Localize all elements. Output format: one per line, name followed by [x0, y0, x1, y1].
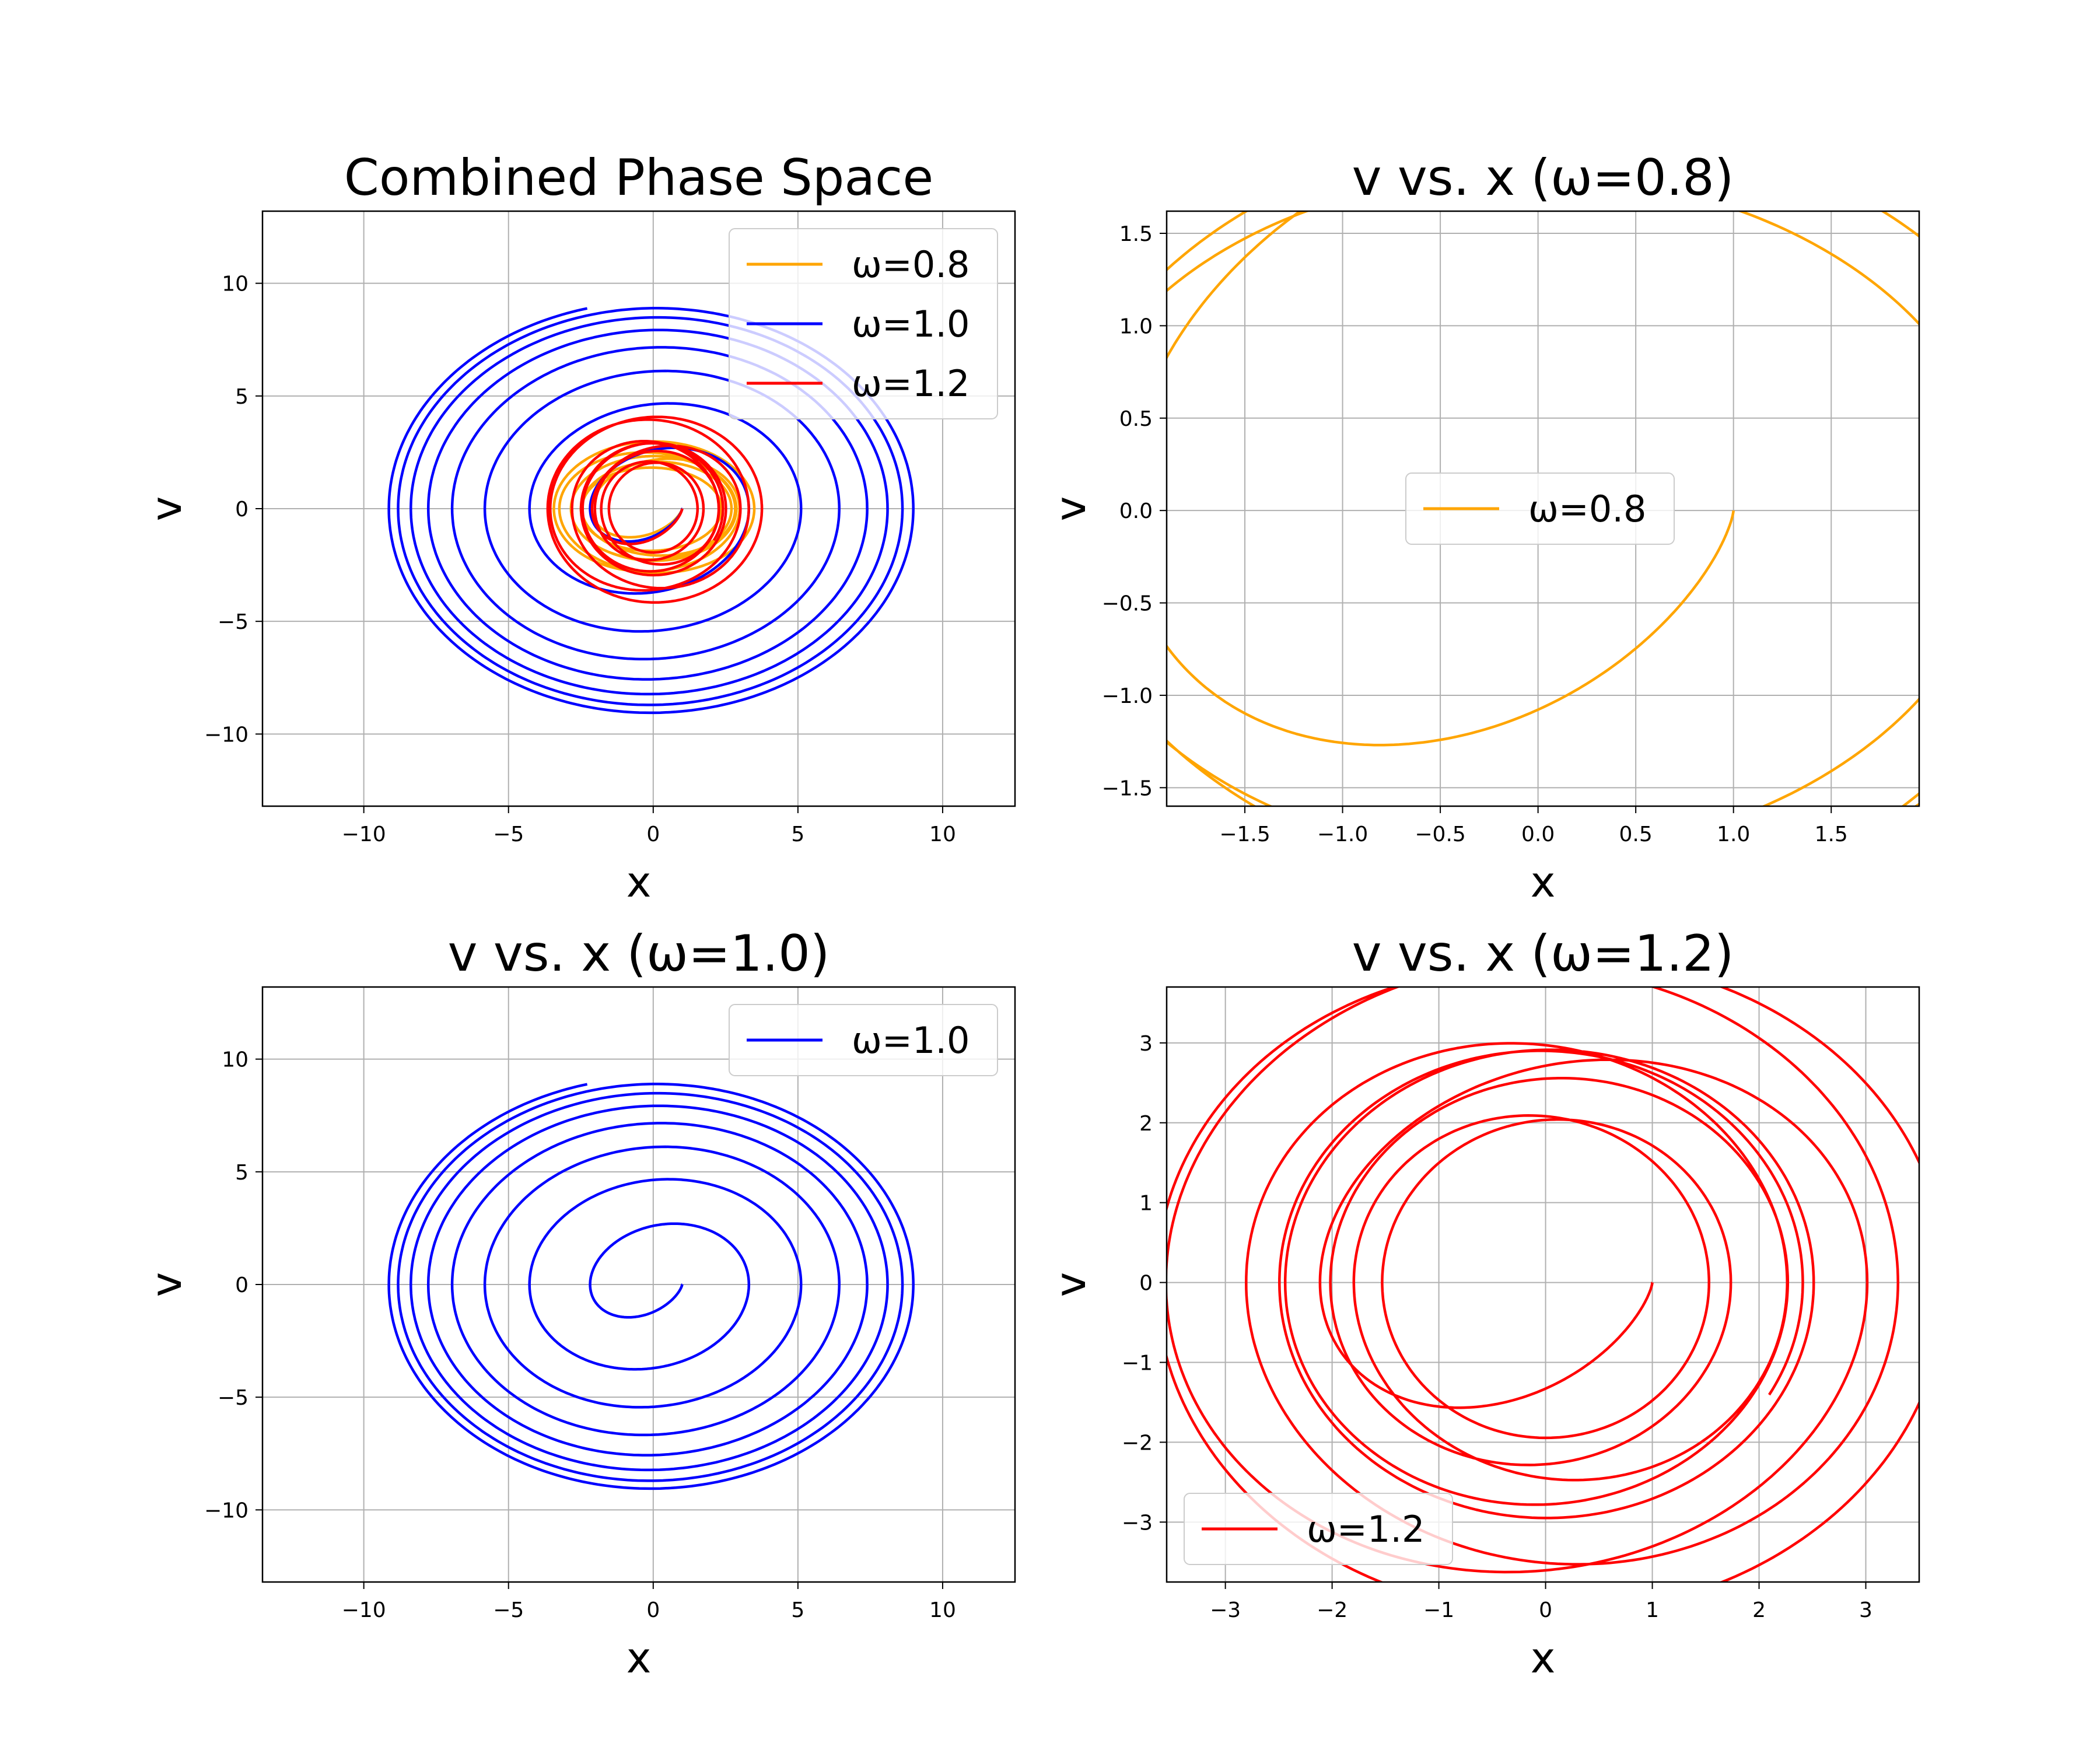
- legend-box: [729, 228, 998, 419]
- x-tick-label: 3: [1859, 1598, 1873, 1622]
- legend-label: ω=0.8: [852, 243, 970, 286]
- y-tick-label: 5: [235, 1161, 249, 1185]
- subplot-1: −10 −5 0 5 10 −10 −5 0 5 10 Combined Phase Space x v…: [142, 149, 1016, 907]
- x-axis-label: x: [626, 858, 652, 907]
- x-tick-label: −1: [1423, 1598, 1454, 1622]
- x-tick-label: 5: [791, 1598, 804, 1622]
- y-tick-label: −1: [1122, 1351, 1153, 1375]
- y-tick-label: −10: [204, 1499, 249, 1522]
- x-tick-label: 0: [646, 822, 660, 846]
- legend-label: ω=1.2: [852, 362, 970, 405]
- x-tick-label: −3: [1210, 1598, 1241, 1622]
- y-tick-label: −1.0: [1102, 684, 1153, 708]
- y-tick-label: 1: [1139, 1192, 1153, 1216]
- x-tick-label: 5: [791, 822, 804, 846]
- legend-box: [1184, 1493, 1453, 1565]
- y-tick-label: −1.5: [1102, 776, 1153, 800]
- x-tick-label: 2: [1752, 1598, 1766, 1622]
- y-tick-label: 0: [235, 498, 249, 522]
- x-tick-label: −5: [493, 1598, 524, 1622]
- chart-title: v vs. x (ω=0.8): [1352, 149, 1734, 207]
- y-tick-label: 5: [235, 385, 249, 409]
- legend: ω=1.2: [1184, 1493, 1453, 1565]
- chart-title: v vs. x (ω=1.0): [448, 925, 830, 983]
- x-tick-label: 10: [929, 822, 956, 846]
- x-tick-label: 10: [929, 1598, 956, 1622]
- chart-title: v vs. x (ω=1.2): [1352, 925, 1734, 983]
- y-tick-label: 2: [1139, 1112, 1153, 1136]
- legend: ω=0.8 ω=1.0 ω=1.2: [729, 228, 998, 419]
- y-tick-label: −10: [204, 723, 249, 747]
- x-tick-label: −1.5: [1219, 822, 1270, 846]
- x-axis-label: x: [1531, 858, 1556, 907]
- y-axis-label: v: [142, 496, 191, 522]
- y-tick-label: 0.0: [1119, 499, 1153, 523]
- legend-label: ω=1.0: [852, 303, 970, 345]
- chart-title: Combined Phase Space: [344, 149, 933, 207]
- legend-box: [729, 1004, 998, 1076]
- x-axis-label: x: [1531, 1633, 1556, 1682]
- y-tick-label: 10: [222, 272, 249, 296]
- x-tick-label: 1.0: [1717, 822, 1750, 846]
- x-tick-label: 0.0: [1521, 822, 1555, 846]
- legend: ω=1.0: [729, 1004, 998, 1076]
- subplot-2: −1.5 −1.0 −0.5 0.0 0.5 1.0 1.5 −1.5 −1.0 −0.5 0.0 0…: [1046, 149, 1920, 907]
- y-tick-label: −5: [218, 1386, 249, 1410]
- x-tick-label: 0.5: [1619, 822, 1653, 846]
- legend-label: ω=0.8: [1528, 488, 1646, 530]
- x-tick-label: −10: [342, 822, 386, 846]
- y-tick-label: −0.5: [1102, 592, 1153, 616]
- x-tick-label: −2: [1317, 1598, 1348, 1622]
- y-tick-label: 1.0: [1119, 314, 1153, 338]
- axes-frame: [1166, 986, 1920, 1583]
- x-tick-label: 1.5: [1815, 822, 1848, 846]
- series-line: [387, 307, 915, 715]
- x-tick-label: 0: [646, 1598, 660, 1622]
- x-tick-label: −1.0: [1317, 822, 1368, 846]
- x-tick-label: 0: [1539, 1598, 1552, 1622]
- x-tick-label: −0.5: [1415, 822, 1465, 846]
- y-tick-label: 0.5: [1119, 407, 1153, 431]
- y-tick-label: −5: [218, 610, 249, 634]
- series-line: [387, 1083, 915, 1490]
- y-tick-label: 1.5: [1119, 222, 1153, 246]
- y-axis-label: v: [1046, 496, 1095, 522]
- y-tick-label: −2: [1122, 1431, 1153, 1455]
- x-axis-label: x: [626, 1633, 652, 1682]
- series-line: [1167, 987, 1919, 1582]
- subplot-4: −3 −2 −1 0 1 2 3 −3 −2 −1 0 1 2 3 v vs. x (ω=1.2) x v ω=1…: [1046, 925, 1920, 1682]
- subplot-3: −10 −5 0 5 10 −10 −5 0 5 10 v vs. x (ω=1.0) x v ω=1.0: [142, 925, 1016, 1682]
- series-line: [546, 415, 764, 604]
- legend: ω=0.8: [1405, 473, 1675, 545]
- legend-label: ω=1.0: [852, 1019, 970, 1062]
- x-tick-label: 1: [1646, 1598, 1659, 1622]
- x-tick-label: −5: [493, 822, 524, 846]
- y-axis-label: v: [142, 1272, 191, 1297]
- y-tick-label: −3: [1122, 1511, 1153, 1535]
- y-axis-label: v: [1046, 1272, 1095, 1297]
- y-tick-label: 10: [222, 1048, 249, 1072]
- y-tick-label: 0: [235, 1273, 249, 1297]
- y-tick-label: 3: [1139, 1032, 1153, 1056]
- legend-box: [1405, 473, 1675, 545]
- y-tick-label: 0: [1139, 1272, 1153, 1296]
- axes-frame: [1166, 210, 1920, 807]
- x-tick-label: −10: [342, 1598, 386, 1622]
- legend-label: ω=1.2: [1307, 1508, 1424, 1550]
